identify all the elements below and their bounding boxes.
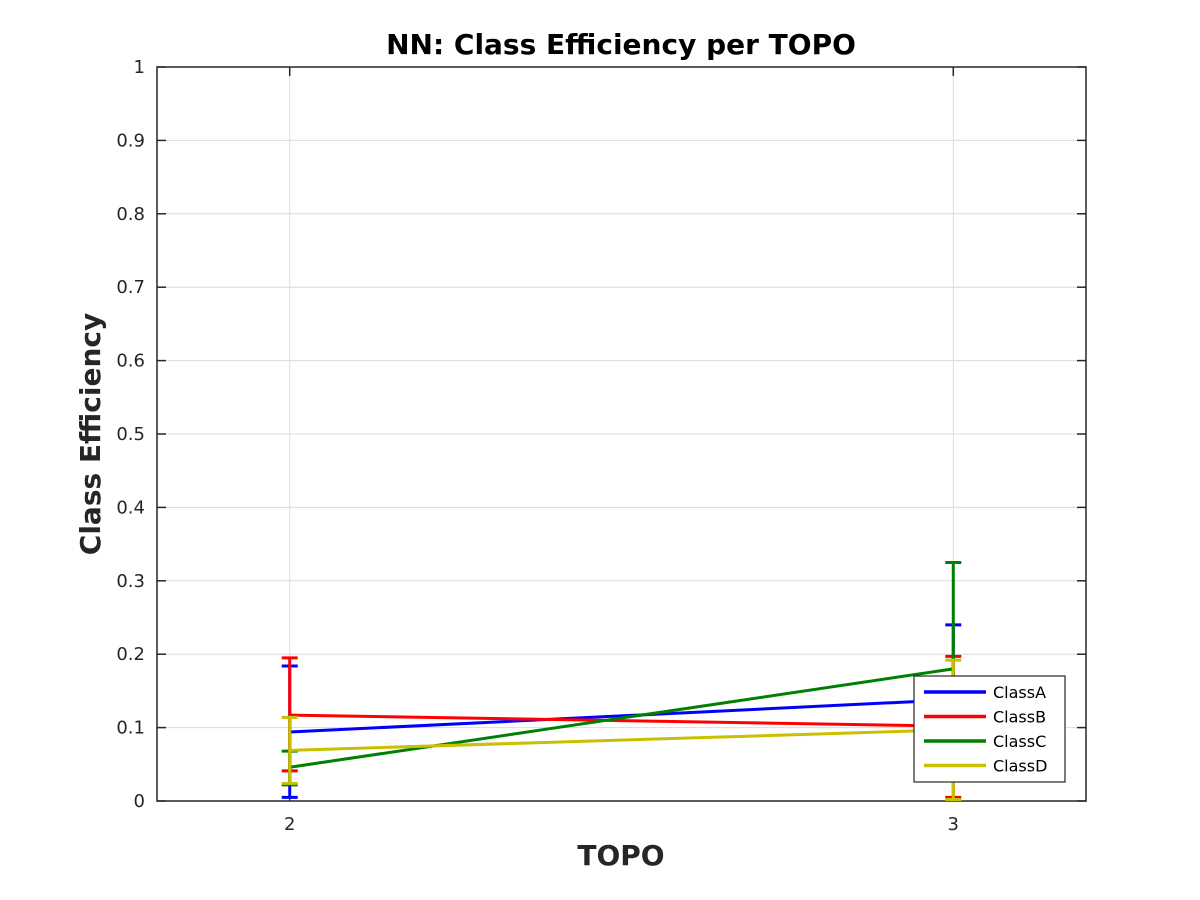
y-tick-label: 0.3 xyxy=(116,571,145,592)
y-tick-label: 0.5 xyxy=(116,424,145,445)
y-tick-label: 0.7 xyxy=(116,277,145,298)
legend: ClassA ClassB ClassC ClassD xyxy=(913,675,1066,783)
y-tick-label: 0.4 xyxy=(116,497,145,518)
y-tick-label: 0.2 xyxy=(116,644,145,665)
y-tick-label: 0 xyxy=(134,791,145,812)
series-line xyxy=(289,698,954,734)
x-tick-label: 2 xyxy=(284,814,295,835)
legend-entry: ClassD xyxy=(993,757,1047,776)
x-axis-label: TOPO xyxy=(577,839,664,872)
y-tick-label: 0.6 xyxy=(116,351,145,372)
series-line xyxy=(289,667,954,769)
legend-entry: ClassC xyxy=(993,732,1046,751)
axis-ticks: 0 0.1 0.2 0.3 0.4 0.5 0.6 0.7 0.8 0.9 1 2 3 xyxy=(116,57,1086,835)
y-axis-label: Class Efficiency xyxy=(74,313,107,555)
legend-entry: ClassB xyxy=(993,708,1046,727)
series-line xyxy=(289,728,954,752)
y-tick-label: 0.8 xyxy=(116,204,145,225)
series-group xyxy=(281,560,962,802)
series-ClassD xyxy=(281,658,962,802)
legend-entry: ClassA xyxy=(993,683,1046,702)
y-tick-label: 1 xyxy=(134,57,145,78)
series-line xyxy=(289,713,954,728)
x-tick-label: 3 xyxy=(948,814,959,835)
y-tick-label: 0.1 xyxy=(116,718,145,739)
chart-title: NN: Class Efficiency per TOPO xyxy=(386,28,856,61)
series-ClassC xyxy=(281,560,962,787)
y-tick-label: 0.9 xyxy=(116,130,145,151)
series-ClassA xyxy=(281,623,962,799)
